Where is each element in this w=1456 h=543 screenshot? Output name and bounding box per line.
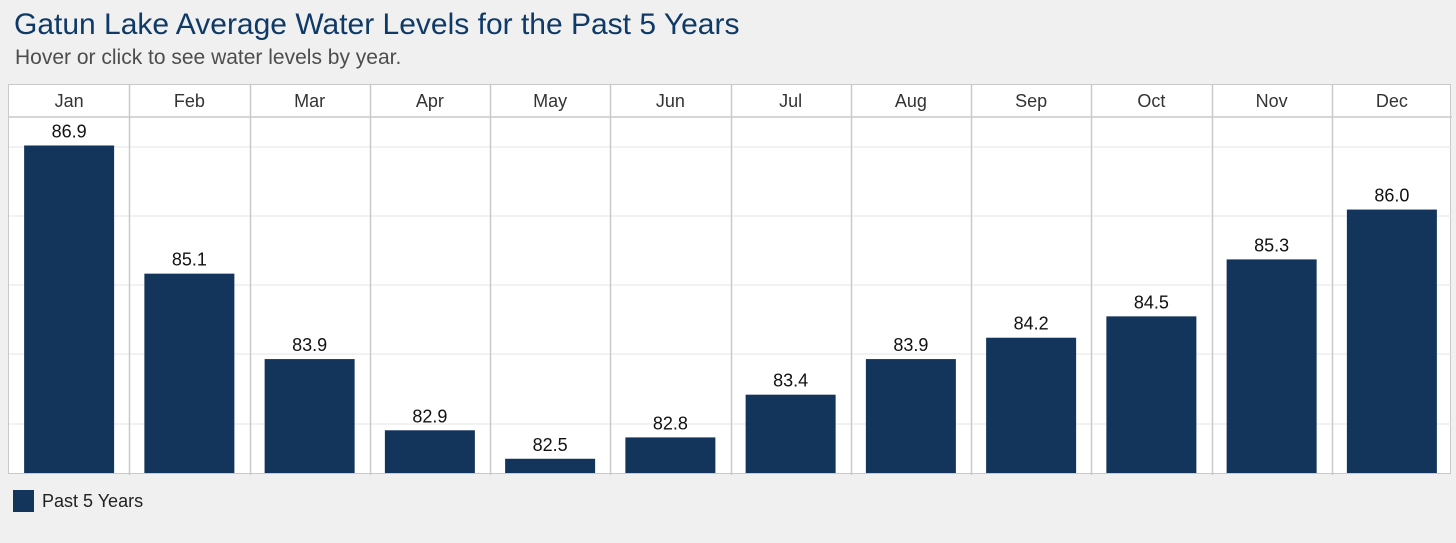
value-label-sep: 84.2 [1014, 314, 1049, 334]
category-label-mar: Mar [294, 91, 325, 111]
chart-subtitle: Hover or click to see water levels by ye… [15, 46, 402, 69]
bar-aug [865, 359, 956, 473]
value-label-dec: 86.0 [1374, 186, 1409, 206]
legend[interactable]: Past 5 Years [13, 490, 143, 512]
chart-title: Gatun Lake Average Water Levels for the … [14, 8, 740, 41]
value-label-jan: 86.9 [52, 121, 87, 141]
legend-swatch [13, 490, 34, 512]
category-label-nov: Nov [1256, 91, 1288, 111]
value-label-may: 82.5 [533, 435, 568, 455]
bar-may [505, 458, 596, 473]
bar-dec [1346, 209, 1437, 473]
category-label-jul: Jul [779, 91, 802, 111]
bar-feb [144, 273, 235, 473]
legend-label: Past 5 Years [42, 490, 144, 511]
category-label-may: May [533, 91, 567, 111]
value-label-aug: 83.9 [893, 335, 928, 355]
bar-apr [384, 430, 475, 473]
category-label-jan: Jan [55, 91, 84, 111]
bar-nov [1226, 259, 1317, 473]
value-label-jul: 83.4 [773, 371, 808, 391]
value-label-jun: 82.8 [653, 413, 688, 433]
category-label-apr: Apr [416, 91, 444, 111]
bar-mar [264, 359, 355, 473]
category-label-dec: Dec [1376, 91, 1408, 111]
bar-sep [986, 337, 1077, 473]
category-label-sep: Sep [1015, 91, 1047, 111]
value-label-nov: 85.3 [1254, 235, 1289, 255]
category-label-aug: Aug [895, 91, 927, 111]
category-label-feb: Feb [174, 91, 205, 111]
bar-jul [745, 394, 836, 473]
value-label-oct: 84.5 [1134, 292, 1169, 312]
bar-chart-svg: Jan 86.9 Feb 85.1 Mar 83.9 Apr 82.9 May 82.5 Jun 82… [9, 85, 1452, 475]
value-label-feb: 85.1 [172, 250, 207, 270]
category-label-jun: Jun [656, 91, 685, 111]
bar-oct [1106, 316, 1197, 473]
value-label-mar: 83.9 [292, 335, 327, 355]
bar-jun [625, 437, 716, 473]
chart-area: Jan 86.9 Feb 85.1 Mar 83.9 Apr 82.9 May 82.5 Jun 82… [8, 84, 1452, 475]
category-label-oct: Oct [1137, 91, 1165, 111]
value-label-apr: 82.9 [412, 406, 447, 426]
bar-jan [24, 145, 115, 474]
